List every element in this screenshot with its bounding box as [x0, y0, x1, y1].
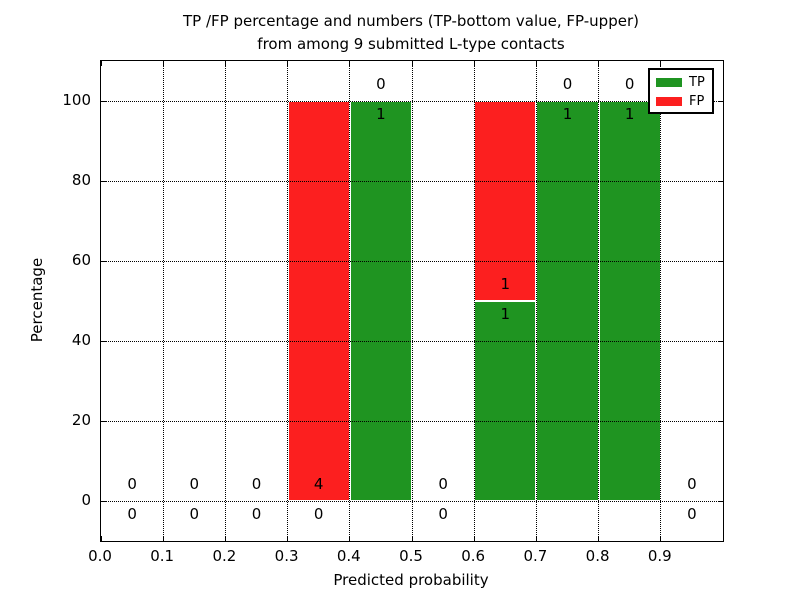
- fp-count-label: 1: [500, 275, 511, 293]
- x-tick-mark-top: [411, 61, 413, 66]
- x-tick-mark: [535, 536, 537, 541]
- x-tick-mark: [287, 536, 289, 541]
- tp-count-label: 0: [251, 505, 262, 523]
- tp-count-label: 0: [438, 505, 448, 523]
- v-gridline: [660, 61, 662, 541]
- x-tick-mark-top: [287, 61, 289, 66]
- x-tick-mark: [411, 536, 413, 541]
- legend-swatch-fp: [656, 97, 682, 106]
- fp-count-label: 0: [127, 475, 137, 493]
- x-tick-mark-top: [224, 61, 226, 66]
- v-gridline: [349, 61, 351, 541]
- x-tick-mark: [473, 536, 475, 541]
- chart-title-line1: TP /FP percentage and numbers (TP-bottom…: [183, 12, 639, 30]
- x-tick-label: 0.4: [336, 547, 361, 565]
- x-tick-mark-top: [660, 61, 662, 66]
- bar-segment-fp: [474, 101, 537, 301]
- y-tick-label: 40: [71, 331, 91, 349]
- x-tick-mark-top: [100, 61, 102, 66]
- x-tick-mark: [349, 536, 351, 541]
- x-tick-mark: [100, 536, 102, 541]
- bar-segment-fp: [287, 101, 350, 501]
- tp-count-label: 1: [624, 105, 635, 123]
- y-tick-mark-right: [718, 180, 723, 182]
- x-tick-mark-top: [535, 61, 537, 66]
- y-tick-label: 100: [62, 91, 91, 109]
- y-axis-label: Percentage: [28, 257, 46, 343]
- legend-entry-tp: TP: [656, 75, 706, 90]
- x-tick-label: 0.7: [523, 547, 548, 565]
- fp-count-label: 0: [376, 75, 386, 93]
- y-tick-mark: [101, 420, 106, 422]
- v-gridline: [473, 61, 475, 541]
- y-tick-mark-right: [718, 500, 723, 502]
- legend-swatch-tp: [656, 78, 682, 87]
- x-tick-mark-top: [162, 61, 164, 66]
- x-tick-mark: [598, 536, 600, 541]
- x-tick-label: 0.5: [399, 547, 423, 565]
- x-tick-label: 0.2: [212, 547, 237, 565]
- legend: TP FP: [648, 68, 714, 114]
- tp-count-label: 0: [127, 505, 137, 523]
- y-tick-mark: [101, 340, 106, 342]
- y-tick-mark-right: [718, 420, 723, 422]
- v-gridline: [411, 61, 413, 541]
- tp-count-label: 0: [313, 505, 324, 523]
- bar-segment-tp: [474, 301, 537, 501]
- tp-count-label: 0: [189, 505, 200, 523]
- y-tick-mark-right: [718, 340, 723, 342]
- tp-count-label: 0: [687, 505, 697, 523]
- v-gridline: [224, 61, 226, 541]
- v-gridline: [598, 61, 600, 541]
- x-tick-label: 0.6: [461, 547, 486, 565]
- x-tick-mark-top: [349, 61, 351, 66]
- y-tick-mark-right: [718, 260, 723, 262]
- y-tick-mark: [101, 180, 106, 182]
- x-tick-label: 0.3: [274, 547, 299, 565]
- v-gridline: [162, 61, 164, 541]
- fp-count-label: 0: [624, 75, 635, 93]
- v-gridline: [535, 61, 537, 541]
- y-tick-mark: [101, 260, 106, 262]
- bar-segment-tp: [349, 101, 412, 501]
- x-tick-mark-top: [598, 61, 600, 66]
- bar-segment-tp: [536, 101, 599, 501]
- fp-count-label: 0: [687, 475, 697, 493]
- fp-count-label: 0: [251, 475, 262, 493]
- y-tick-mark-right: [718, 100, 723, 102]
- fp-count-label: 0: [438, 475, 448, 493]
- tp-count-label: 1: [376, 105, 386, 123]
- chart-title-line2: from among 9 submitted L-type contacts: [257, 35, 565, 53]
- y-tick-mark: [101, 100, 106, 102]
- fp-count-label: 0: [189, 475, 200, 493]
- chart-title: TP /FP percentage and numbers (TP-bottom…: [100, 10, 722, 56]
- y-tick-label: 80: [71, 171, 91, 189]
- x-tick-label: 0.1: [150, 547, 175, 565]
- legend-label-tp: TP: [689, 75, 705, 90]
- x-axis-label: Predicted probability: [333, 571, 489, 589]
- bar-segment-tp: [598, 101, 661, 501]
- x-tick-label: 0.0: [88, 547, 112, 565]
- legend-label-fp: FP: [689, 94, 705, 109]
- plot-area: TP FP 0 0 0 0 0 0 4 0 0 1 0 0 1 1 0 1 0 1 0 0: [100, 60, 724, 542]
- y-tick-label: 60: [71, 251, 91, 269]
- legend-entry-fp: FP: [656, 94, 706, 109]
- fp-count-label: 0: [562, 75, 573, 93]
- x-tick-mark: [224, 536, 226, 541]
- x-tick-mark-top: [473, 61, 475, 66]
- x-tick-mark: [660, 536, 662, 541]
- tp-count-label: 1: [562, 105, 573, 123]
- x-tick-label: 0.9: [647, 547, 672, 565]
- y-tick-label: 0: [81, 491, 91, 509]
- tp-count-label: 1: [500, 305, 511, 323]
- fp-count-label: 4: [313, 475, 324, 493]
- x-tick-label: 0.8: [585, 547, 610, 565]
- x-tick-mark: [162, 536, 164, 541]
- y-tick-mark: [101, 500, 106, 502]
- v-gridline: [287, 61, 289, 541]
- y-tick-label: 20: [71, 411, 91, 429]
